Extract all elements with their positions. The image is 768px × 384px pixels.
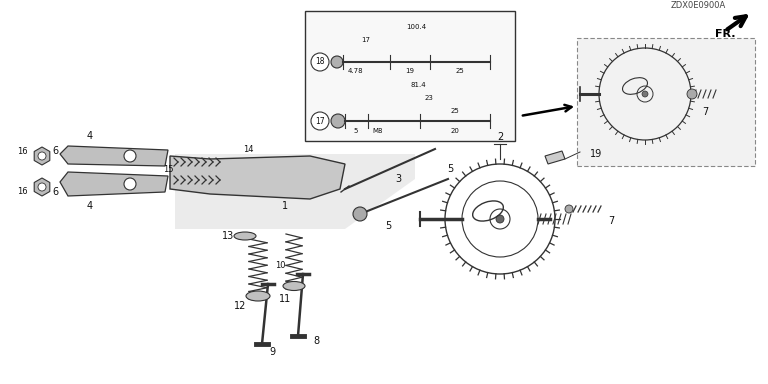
Circle shape [642,91,648,97]
Text: 16: 16 [17,187,28,197]
Polygon shape [35,147,50,165]
Circle shape [687,89,697,99]
Bar [305,11,515,141]
Text: 2: 2 [497,132,503,142]
Text: 4: 4 [87,201,93,211]
Circle shape [124,178,136,190]
Polygon shape [60,146,168,166]
Text: 18: 18 [315,58,325,66]
Text: 19: 19 [590,149,602,159]
Text: 11: 11 [279,294,291,304]
Text: 17: 17 [315,116,325,126]
Text: 16: 16 [17,147,28,156]
Text: 6: 6 [52,187,58,197]
Circle shape [331,114,345,128]
Polygon shape [545,151,565,164]
Text: 25: 25 [451,108,459,114]
Text: 13: 13 [222,231,234,241]
Polygon shape [170,156,345,199]
Text: 19: 19 [406,68,415,74]
Ellipse shape [234,232,256,240]
Polygon shape [175,154,415,229]
Circle shape [124,150,136,162]
Polygon shape [35,178,50,196]
Text: 5: 5 [447,164,453,174]
Text: 8: 8 [313,336,319,346]
Circle shape [353,207,367,221]
Ellipse shape [246,291,270,301]
Text: 17: 17 [362,37,370,43]
Text: M8: M8 [372,128,383,134]
Text: 3: 3 [395,174,401,184]
Circle shape [311,53,329,71]
Circle shape [331,56,343,68]
Text: 6: 6 [52,146,58,156]
Text: 7: 7 [702,107,708,117]
Circle shape [565,205,573,213]
Text: 100.4: 100.4 [406,24,426,30]
Text: 23: 23 [425,95,433,101]
Text: 9: 9 [269,347,275,357]
Text: 4: 4 [87,131,93,141]
Text: 20: 20 [451,128,459,134]
Text: 10: 10 [275,262,285,270]
Text: 12: 12 [233,301,247,311]
Text: 1: 1 [282,201,288,211]
Circle shape [38,183,46,191]
Text: 15: 15 [163,164,174,174]
Text: FR.: FR. [715,29,735,39]
Circle shape [496,215,504,223]
Text: 5: 5 [385,221,391,231]
Text: 14: 14 [243,144,253,154]
Text: 81.4: 81.4 [410,82,425,88]
Ellipse shape [283,281,305,291]
Text: 5: 5 [354,128,358,134]
Text: 25: 25 [455,68,465,74]
Circle shape [311,112,329,130]
Circle shape [38,152,46,160]
Text: 7: 7 [608,216,614,226]
Text: 4.78: 4.78 [347,68,362,74]
Polygon shape [60,172,168,196]
Text: ZDX0E0900A: ZDX0E0900A [670,2,726,10]
Bar [577,38,755,166]
